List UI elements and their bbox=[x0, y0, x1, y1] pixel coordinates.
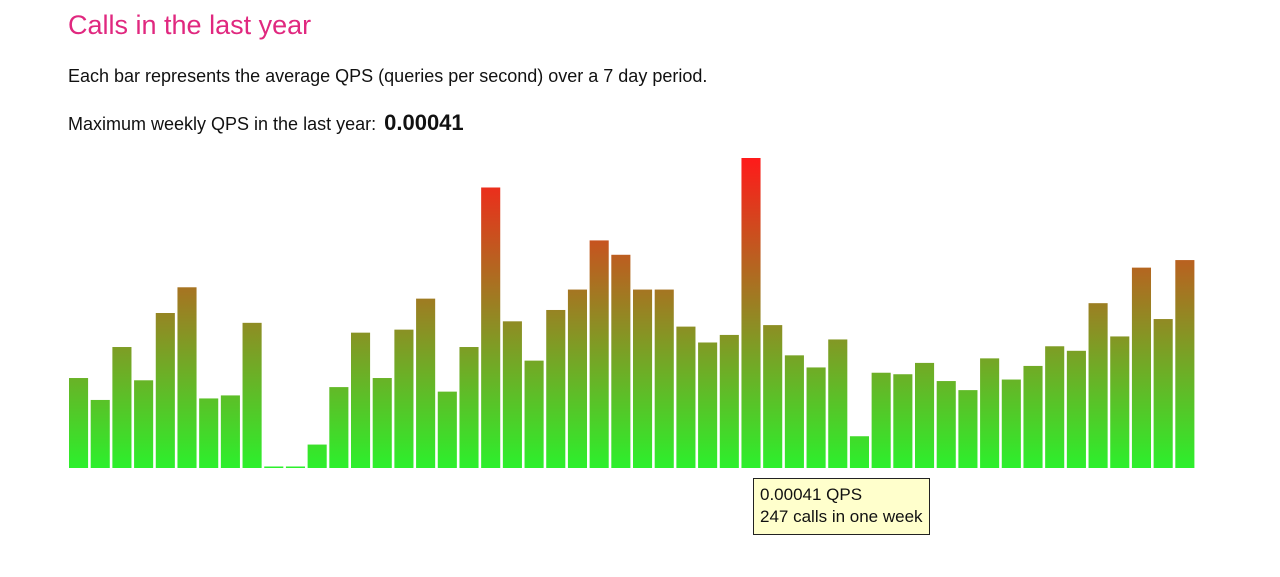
bar[interactable] bbox=[611, 254, 631, 468]
bar[interactable] bbox=[459, 347, 479, 468]
bar[interactable] bbox=[980, 358, 1000, 468]
bar[interactable] bbox=[1110, 336, 1130, 468]
bar[interactable] bbox=[784, 355, 804, 468]
bar[interactable] bbox=[264, 466, 284, 468]
tooltip-calls: 247 calls in one week bbox=[760, 507, 923, 526]
bar[interactable] bbox=[763, 325, 783, 468]
bar[interactable] bbox=[220, 395, 240, 468]
bar[interactable] bbox=[394, 329, 414, 468]
bar[interactable] bbox=[502, 321, 522, 468]
bar[interactable] bbox=[871, 372, 891, 468]
bar[interactable] bbox=[351, 332, 371, 468]
qps-tooltip: 0.00041 QPS 247 calls in one week bbox=[753, 478, 930, 535]
bar[interactable] bbox=[481, 187, 501, 469]
bar[interactable] bbox=[958, 390, 978, 468]
bar[interactable] bbox=[1175, 260, 1195, 468]
max-qps-line: Maximum weekly QPS in the last year: 0.0… bbox=[68, 110, 464, 136]
bar[interactable] bbox=[676, 326, 696, 468]
bar[interactable] bbox=[199, 398, 219, 468]
bar[interactable] bbox=[546, 309, 566, 468]
tooltip-qps: 0.00041 QPS bbox=[760, 485, 863, 504]
bar[interactable] bbox=[1001, 379, 1021, 468]
bar[interactable] bbox=[828, 339, 848, 468]
bar[interactable] bbox=[372, 378, 392, 468]
bar-highlighted[interactable] bbox=[741, 158, 761, 468]
bar[interactable] bbox=[1088, 303, 1108, 468]
bar[interactable] bbox=[416, 298, 436, 468]
bar[interactable] bbox=[1023, 365, 1043, 468]
bar[interactable] bbox=[134, 380, 154, 468]
bar[interactable] bbox=[155, 313, 175, 468]
bar[interactable] bbox=[719, 334, 739, 468]
bar[interactable] bbox=[307, 444, 327, 468]
bar[interactable] bbox=[90, 399, 110, 468]
bar[interactable] bbox=[285, 466, 306, 468]
bar[interactable] bbox=[177, 287, 197, 468]
bar[interactable] bbox=[936, 381, 956, 468]
bar[interactable] bbox=[329, 387, 349, 468]
bar[interactable] bbox=[1066, 350, 1086, 468]
bar[interactable] bbox=[69, 378, 89, 468]
bar[interactable] bbox=[806, 367, 826, 468]
bar[interactable] bbox=[1153, 319, 1173, 468]
page-title: Calls in the last year bbox=[68, 10, 312, 40]
bar[interactable] bbox=[849, 436, 870, 468]
bars-group bbox=[69, 158, 1195, 469]
bar[interactable] bbox=[112, 347, 132, 468]
bar[interactable] bbox=[589, 240, 609, 468]
bar[interactable] bbox=[698, 342, 718, 468]
bar[interactable] bbox=[633, 289, 653, 468]
bar[interactable] bbox=[1045, 346, 1065, 468]
bar[interactable] bbox=[915, 362, 935, 468]
max-qps-value: 0.00041 bbox=[384, 110, 464, 135]
bar[interactable] bbox=[437, 391, 457, 468]
chart-description: Each bar represents the average QPS (que… bbox=[68, 66, 708, 86]
bar[interactable] bbox=[524, 360, 544, 468]
bar[interactable] bbox=[1131, 267, 1152, 468]
bar[interactable] bbox=[567, 289, 588, 468]
bar[interactable] bbox=[242, 322, 262, 468]
bar[interactable] bbox=[893, 374, 913, 468]
bar[interactable] bbox=[654, 289, 674, 468]
max-qps-label: Maximum weekly QPS in the last year: bbox=[68, 114, 377, 134]
